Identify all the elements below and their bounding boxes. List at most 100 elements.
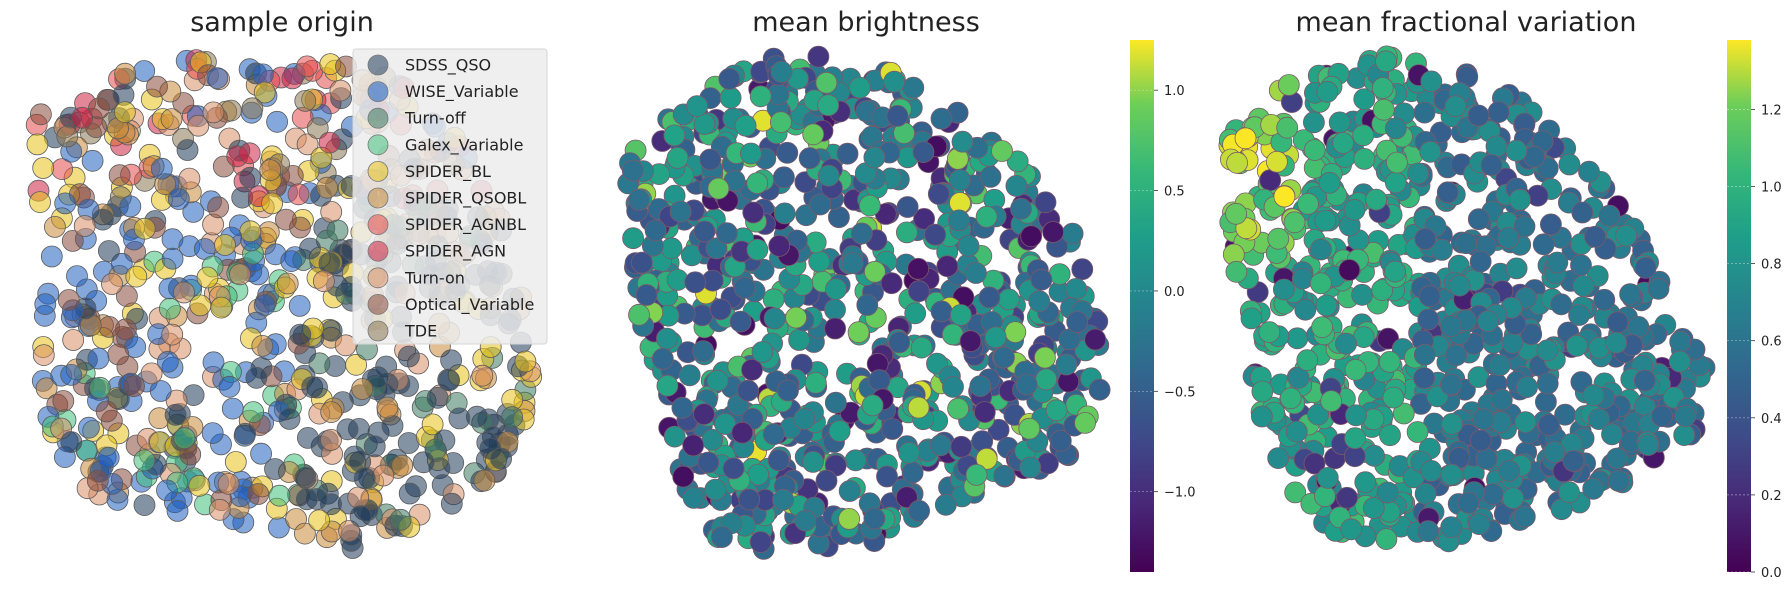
scatter-point [123, 375, 145, 398]
scatter-point [1310, 238, 1332, 261]
legend-label: Galex_Variable [405, 135, 523, 155]
scatter-point [1303, 111, 1325, 134]
scatter-point [984, 326, 1007, 349]
scatter-point [1015, 373, 1038, 396]
scatter-point [864, 260, 886, 283]
scatter-point [1582, 477, 1605, 500]
scatter-point [288, 294, 311, 317]
scatter-point [1344, 427, 1366, 450]
scatter-point [965, 262, 987, 284]
scatter-point [289, 323, 312, 346]
scatter-point [239, 166, 262, 189]
scatter-point [881, 418, 904, 440]
scatter-point [1303, 139, 1326, 162]
scatter-point [1035, 368, 1058, 391]
scatter-point [716, 222, 738, 245]
scatter-point [1532, 233, 1555, 256]
scatter-point [729, 310, 752, 333]
colorbar-mean-brightness: 1.0 0.5 0.0 −0.5 −1.0 [1130, 40, 1196, 572]
scatter-point [1413, 343, 1436, 366]
scatter-point [663, 124, 686, 147]
scatter-point [1084, 328, 1107, 351]
legend-marker [367, 160, 389, 182]
scatter-point [326, 219, 349, 242]
scatter-point [1352, 124, 1375, 147]
scatter-point [1535, 391, 1557, 413]
scatter-point [1074, 411, 1096, 434]
scatter-point [997, 288, 1020, 311]
scatter-point [1291, 267, 1314, 290]
scatter-point [731, 421, 754, 444]
legend-marker [367, 81, 389, 102]
scatter-point [762, 423, 785, 446]
scatter-point [644, 219, 667, 242]
scatter-point [1314, 209, 1337, 232]
scatter-point [1513, 505, 1536, 528]
scatter-point [749, 85, 772, 108]
scatter-point [87, 347, 110, 370]
legend-label: WISE_Variable [405, 82, 519, 102]
scatter-point [907, 396, 930, 419]
legend-label: SPIDER_QSOBL [405, 189, 526, 209]
scatter-point [1513, 215, 1536, 238]
scatter-point [241, 97, 264, 120]
scatter-point [247, 483, 270, 505]
scatter-point [1354, 471, 1377, 494]
scatter-point [1065, 277, 1087, 300]
scatter-point [1550, 293, 1573, 316]
scatter-point [306, 376, 328, 399]
scatter-point [1627, 315, 1650, 338]
scatter-point [746, 238, 769, 261]
scatter-point [672, 465, 695, 488]
scatter-point [1309, 272, 1332, 295]
scatter-point [907, 257, 930, 280]
scatter-point [108, 164, 131, 187]
scatter-point [631, 251, 653, 274]
scatter-point [367, 366, 389, 389]
scatter-point [1606, 447, 1628, 470]
scatter-point [1417, 520, 1439, 543]
scatter-point [1376, 481, 1399, 504]
colorbar-tick-label: 0.6 [1761, 335, 1782, 350]
scatter-point [802, 123, 825, 146]
scatter-point [746, 172, 769, 195]
scatter-point [1439, 315, 1462, 338]
scatter-point [706, 369, 729, 392]
scatter-point [929, 434, 952, 457]
scatter-point [807, 45, 830, 68]
scatter-point [1444, 95, 1467, 118]
scatter-point [1375, 528, 1398, 550]
scatter-point [707, 177, 730, 200]
scatter-point [1042, 221, 1064, 243]
scatter-point [908, 499, 930, 522]
scatter-point [838, 480, 861, 502]
scatter-point [738, 488, 761, 511]
scatter-point [930, 107, 953, 130]
scatter-point [1296, 349, 1319, 372]
scatter-point [308, 509, 331, 532]
scatter-point [490, 447, 513, 470]
scatter-point [173, 427, 196, 450]
scatter-point [1055, 353, 1078, 376]
scatter-point [229, 263, 251, 286]
scatter-point [693, 403, 715, 426]
scatter-point [742, 201, 765, 224]
scatter-point [824, 391, 847, 414]
scatter-point [1538, 413, 1560, 436]
colorbar-tick-label: 0.8 [1761, 258, 1782, 273]
scatter-point [1028, 290, 1051, 313]
scatter-point [1297, 192, 1319, 215]
scatter-point [295, 488, 318, 511]
scatter-point [160, 108, 183, 130]
scatter-point [336, 418, 359, 441]
scatter-point [1277, 74, 1300, 96]
scatter-point [1578, 160, 1600, 183]
scatter-point [166, 499, 189, 522]
scatter-point [1514, 411, 1537, 434]
scatter-point [844, 449, 867, 472]
panel-title-sample-origin: sample origin [190, 7, 374, 38]
scatter-point [116, 285, 138, 308]
scatter-point [1584, 225, 1606, 248]
scatter-point [1647, 277, 1670, 300]
